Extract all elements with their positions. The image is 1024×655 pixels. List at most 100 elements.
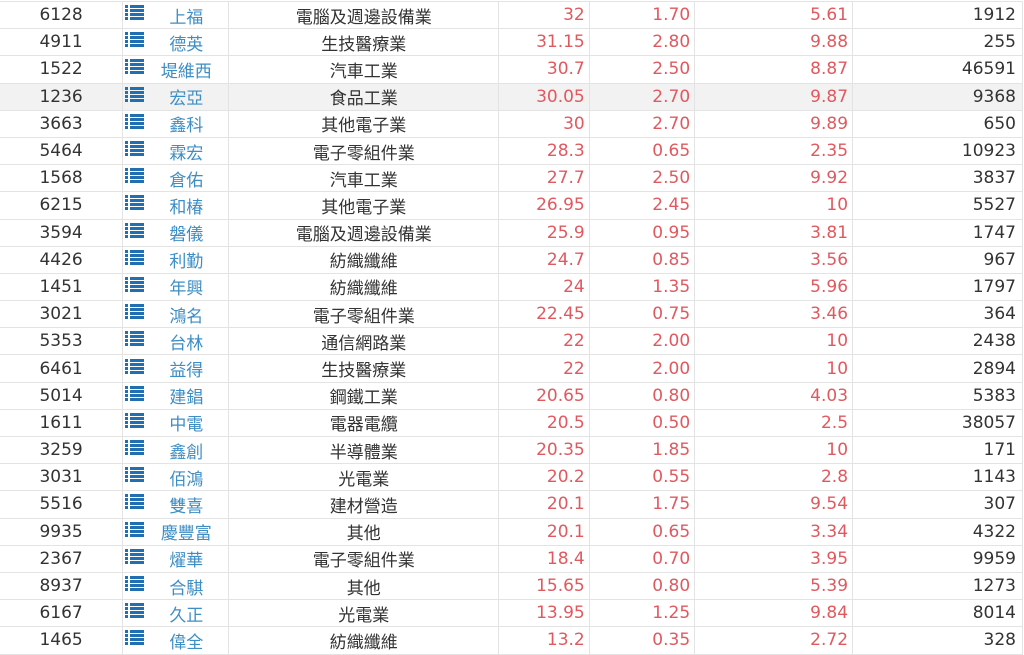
stock-name-link[interactable]: 霖宏 [144,136,230,166]
list-icon[interactable] [125,358,145,379]
detail-button[interactable] [122,327,145,356]
table-row[interactable]: 6128 上福 電腦及週邊設備業 32 1.70 5.61 1912 [0,0,1023,30]
detail-button[interactable] [122,191,145,220]
stock-name-link[interactable]: 益得 [144,354,230,383]
list-icon[interactable] [125,385,145,406]
stock-name-link[interactable]: 上福 [144,0,230,30]
table-row[interactable]: 4426 利勤 紡織纖維 24.7 0.85 3.56 967 [0,245,1023,274]
list-icon[interactable] [125,467,145,487]
table-row[interactable]: 5353 台林 通信網路業 22 2.00 10 2438 [0,327,1023,356]
stock-name-link[interactable]: 慶豐富 [144,517,230,546]
table-row[interactable]: 1465 偉全 紡織纖維 13.2 0.35 2.72 328 [0,626,1023,655]
detail-button[interactable] [122,490,145,519]
table-row[interactable]: 1522 堤維西 汽車工業 30.7 2.50 8.87 46591 [0,55,1023,84]
detail-button[interactable] [122,435,145,465]
table-row[interactable]: 3594 磐儀 電腦及週邊設備業 25.9 0.95 3.81 1747 [0,218,1023,247]
list-icon[interactable] [125,59,145,79]
stock-name-link[interactable]: 倉佑 [144,164,230,193]
stock-name-link[interactable]: 鴻名 [144,300,230,329]
stock-name-link[interactable]: 年興 [144,272,230,302]
list-icon[interactable] [125,412,145,433]
detail-button[interactable] [122,300,145,329]
detail-button[interactable] [122,408,145,438]
stock-name-link[interactable]: 合騏 [144,571,230,601]
stock-code: 1611 [0,408,124,438]
industry: 電子零組件業 [228,300,500,329]
stock-name-link[interactable]: 利勤 [144,245,230,274]
table-row[interactable]: 5516 雙喜 建材營造 20.1 1.75 9.54 307 [0,490,1023,519]
list-icon[interactable] [125,222,145,243]
detail-button[interactable] [122,544,145,573]
detail-button[interactable] [122,463,145,492]
stock-name-link[interactable]: 建錩 [144,381,230,410]
list-icon[interactable] [125,141,145,161]
list-icon[interactable] [125,576,145,596]
table-row[interactable]: 3259 鑫創 半導體業 20.35 1.85 10 171 [0,435,1023,465]
stock-name-link[interactable]: 宏亞 [144,82,230,111]
list-icon[interactable] [125,494,145,514]
stock-name-link[interactable]: 鑫創 [144,435,230,465]
detail-button[interactable] [122,136,145,166]
table-row[interactable]: 6167 久正 光電業 13.95 1.25 9.84 8014 [0,599,1023,628]
table-row[interactable]: 3021 鴻名 電子零組件業 22.45 0.75 3.46 364 [0,300,1023,329]
list-icon[interactable] [125,440,145,460]
stock-name-link[interactable]: 台林 [144,327,230,356]
table-row[interactable]: 1568 倉佑 汽車工業 27.7 2.50 9.92 3837 [0,164,1023,193]
stock-name-link[interactable]: 佰鴻 [144,463,230,492]
table-row[interactable]: 1236 宏亞 食品工業 30.05 2.70 9.87 9368 [0,82,1023,111]
table-row[interactable]: 1451 年興 紡織纖維 24 1.35 5.96 1797 [0,272,1023,302]
list-icon[interactable] [125,168,145,188]
list-icon[interactable] [125,195,145,215]
detail-button[interactable] [122,55,145,84]
list-icon[interactable] [125,276,145,297]
detail-button[interactable] [122,599,145,628]
list-icon[interactable] [125,331,145,351]
list-icon[interactable] [125,32,145,52]
list-icon[interactable] [125,304,145,324]
detail-button[interactable] [122,571,145,601]
table-row[interactable]: 9935 慶豐富 其他 20.1 0.65 3.34 4322 [0,517,1023,546]
list-icon[interactable] [125,5,145,25]
detail-button[interactable] [122,82,145,111]
detail-button[interactable] [122,626,145,655]
detail-button[interactable] [122,354,145,383]
detail-button[interactable] [122,218,145,247]
table-row[interactable]: 5014 建錩 鋼鐵工業 20.65 0.80 4.03 5383 [0,381,1023,410]
detail-button[interactable] [122,245,145,274]
list-icon[interactable] [125,86,145,107]
detail-button[interactable] [122,109,145,138]
list-icon[interactable] [125,630,145,650]
stock-name-link[interactable]: 德英 [144,28,230,57]
detail-button[interactable] [122,0,145,30]
list-icon[interactable] [125,113,145,134]
detail-button[interactable] [122,517,145,546]
stock-name-link[interactable]: 久正 [144,599,230,628]
volume: 5383 [852,381,1023,410]
stock-name-link[interactable]: 雙喜 [144,490,230,519]
list-icon[interactable] [125,548,145,569]
list-icon[interactable] [125,603,145,623]
table-row[interactable]: 6461 益得 生技醫療業 22 2.00 10 2894 [0,354,1023,383]
detail-button[interactable] [122,28,145,57]
table-row[interactable]: 3031 佰鴻 光電業 20.2 0.55 2.8 1143 [0,463,1023,492]
table-row[interactable]: 8937 合騏 其他 15.65 0.80 5.39 1273 [0,571,1023,601]
table-row[interactable]: 5464 霖宏 電子零組件業 28.3 0.65 2.35 10923 [0,136,1023,166]
stock-name-link[interactable]: 和椿 [144,191,230,220]
stock-name-link[interactable]: 燿華 [144,544,230,573]
stock-name-link[interactable]: 磐儀 [144,218,230,247]
table-row[interactable]: 1611 中電 電器電纜 20.5 0.50 2.5 38057 [0,408,1023,438]
list-icon[interactable] [125,249,145,270]
table-row[interactable]: 3663 鑫科 其他電子業 30 2.70 9.89 650 [0,109,1023,138]
stock-name-link[interactable]: 鑫科 [144,109,230,138]
table-row[interactable]: 4911 德英 生技醫療業 31.15 2.80 9.88 255 [0,28,1023,57]
stock-name-link[interactable]: 堤維西 [144,55,230,84]
table-row[interactable]: 6215 和椿 其他電子業 26.95 2.45 10 5527 [0,191,1023,220]
detail-button[interactable] [122,381,145,410]
list-icon[interactable] [125,521,145,542]
volume: 255 [852,28,1023,57]
stock-name-link[interactable]: 偉全 [144,626,230,655]
stock-name-link[interactable]: 中電 [144,408,230,438]
detail-button[interactable] [122,164,145,193]
detail-button[interactable] [122,272,145,302]
table-row[interactable]: 2367 燿華 電子零組件業 18.4 0.70 3.95 9959 [0,544,1023,573]
